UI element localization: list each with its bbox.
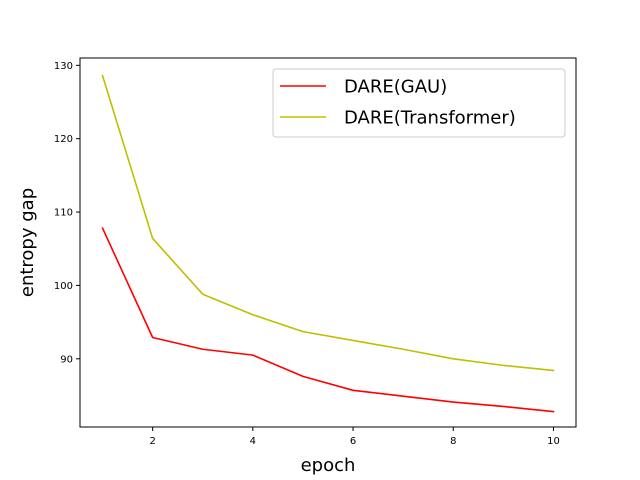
x-axis-label: epoch bbox=[301, 455, 356, 476]
x-tick-label: 10 bbox=[547, 436, 560, 447]
legend-box bbox=[272, 68, 566, 138]
y-tick-label: 110 bbox=[54, 208, 73, 219]
x-tick-label: 4 bbox=[250, 436, 256, 447]
y-tick-label: 130 bbox=[54, 61, 73, 72]
x-tick-label: 2 bbox=[149, 436, 155, 447]
x-tick-label: 8 bbox=[450, 436, 456, 447]
y-tick-label: 100 bbox=[54, 281, 73, 292]
series-layer bbox=[101, 74, 555, 413]
plot-frame bbox=[79, 57, 577, 428]
legend-label: DARE(GAU) bbox=[344, 77, 447, 98]
x-tick-label: 6 bbox=[350, 436, 356, 447]
legend-label: DARE(Transformer) bbox=[344, 108, 516, 129]
y-axis-ticks: 90 100 110 120 130 bbox=[54, 61, 80, 365]
series-line-1 bbox=[101, 227, 555, 413]
x-axis-ticks: 2 4 6 8 10 bbox=[149, 427, 560, 447]
y-tick-label: 90 bbox=[60, 354, 73, 365]
y-axis-label: entropy gap bbox=[17, 188, 38, 297]
legend: DARE(GAU) DARE(Transformer) bbox=[272, 68, 566, 138]
y-tick-label: 120 bbox=[54, 134, 73, 145]
series-line-2 bbox=[101, 74, 555, 372]
